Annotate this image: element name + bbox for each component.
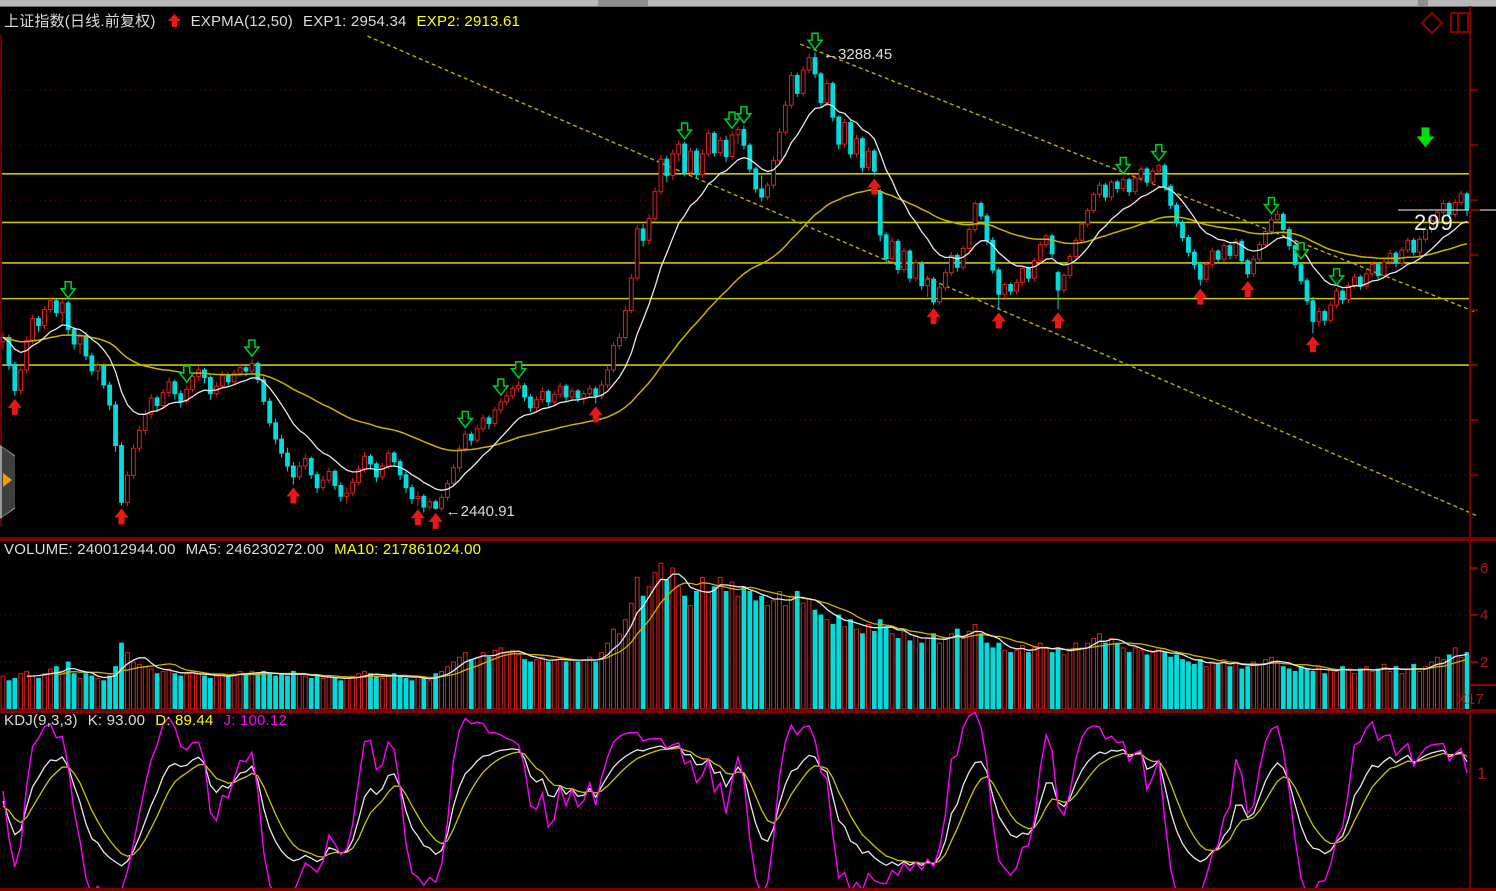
price-panel-header: 上证指数(日线.前复权) EXPMA(12,50) EXP1: 2954.34 EXP… xyxy=(4,10,530,31)
sidebar-collapse-handle[interactable] xyxy=(0,445,15,519)
volume-axis: 642X17 xyxy=(1457,560,1496,708)
volume-bars xyxy=(0,562,1470,710)
kdj-label[interactable]: KDJ(9,3,3) xyxy=(4,712,78,729)
svg-text:2: 2 xyxy=(1480,654,1488,671)
buy-arrow-icon xyxy=(167,14,181,31)
price-support-lines xyxy=(0,173,1470,366)
panel-divider xyxy=(0,537,1496,539)
candles-layer xyxy=(0,52,1470,513)
volume-ma-lines xyxy=(26,573,1468,680)
tile-split-line xyxy=(1457,14,1459,31)
panel-divider xyxy=(0,709,1496,711)
kdj-chart[interactable]: 1 xyxy=(0,711,1496,889)
svg-text:1: 1 xyxy=(1477,764,1486,783)
svg-text:299: 299 xyxy=(1414,210,1454,235)
price-annotations: ←3288.45 ←2440.91 299 xyxy=(446,46,1496,520)
expand-arrow-icon xyxy=(3,473,12,487)
volume-chart[interactable]: 642X17 xyxy=(0,539,1496,711)
right-axis-line xyxy=(1469,6,1471,891)
exp1-value: EXP1: 2954.34 xyxy=(303,13,407,30)
indicator-label[interactable]: EXPMA(12,50) xyxy=(190,13,294,30)
expma-lines xyxy=(2,103,1468,491)
vol-ma5-value: MA5: 246230272.00 xyxy=(185,541,325,558)
kdj-k-value: K: 93.00 xyxy=(87,712,146,729)
svg-text:←2440.91: ←2440.91 xyxy=(446,503,515,520)
bottom-border xyxy=(0,888,1496,891)
svg-text:6: 6 xyxy=(1480,560,1488,577)
signal-markers xyxy=(7,32,1435,529)
volume-value: VOLUME: 240012944.00 xyxy=(4,541,176,558)
price-chart[interactable]: ←3288.45 ←2440.91 299 xyxy=(0,6,1496,538)
kdj-panel-header: KDJ(9,3,3) K: 93.00 D: 89.44 J: 100.12 xyxy=(4,712,297,729)
kdj-d-value: D: 89.44 xyxy=(155,712,214,729)
kdj-axis: 1 xyxy=(1477,764,1486,783)
tile-windows-icon[interactable] xyxy=(1450,12,1469,33)
svg-text:←3288.45: ←3288.45 xyxy=(823,46,892,63)
kdj-j-value: J: 100.12 xyxy=(223,712,288,729)
symbol-title[interactable]: 上证指数(日线.前复权) xyxy=(4,13,156,30)
exp2-value: EXP2: 2913.61 xyxy=(416,13,521,30)
strip-notch xyxy=(598,0,648,6)
volume-panel-header: VOLUME: 240012944.00 MA5: 246230272.00 MA1… xyxy=(4,541,491,558)
svg-text:4: 4 xyxy=(1480,607,1488,624)
kdj-lines xyxy=(2,711,1468,889)
volume-gridlines xyxy=(0,614,1470,663)
top-window-strip xyxy=(0,0,1496,7)
strip-notch xyxy=(1418,0,1428,6)
vol-ma10-value: MA10: 217861024.00 xyxy=(334,541,482,558)
price-axis-ticks xyxy=(1470,89,1480,477)
